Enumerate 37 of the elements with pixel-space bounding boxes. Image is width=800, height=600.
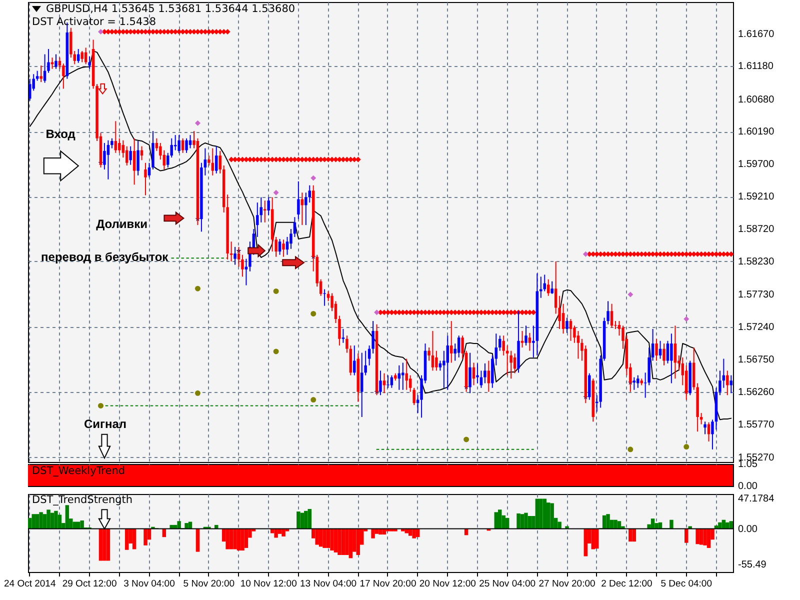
annotation: Доливки [96,217,148,232]
x-tick-label: 2 Dec 12:00 [601,578,652,590]
chart-title: GBPUSD,H4 1.53645 1.53681 1.53644 1.53680 [45,3,296,15]
x-tick-label: 5 Nov 20:00 [183,578,235,590]
x-tick-label: 24 Oct 2014 [4,578,56,590]
x-tick-label: 13 Nov 04:00 [300,578,357,590]
x-tick-label: 20 Nov 12:00 [419,578,476,590]
x-tick-label: 10 Nov 12:00 [240,578,297,590]
y-tick-label: 47.1784 [738,494,775,505]
x-tick-label: 5 Dec 04:00 [660,578,712,590]
y-tick-label: -55.49 [738,559,767,570]
y-tick-label: 1.57730 [738,290,775,301]
y-tick-label: 1.61670 [738,28,775,40]
y-tick-label: 0.00 [738,481,758,492]
annotation: Сигнал [84,417,127,432]
y-tick-label: 0.00 [738,524,758,535]
chart-title: DST_TrendStrength [32,494,133,506]
y-tick-label: 1.56260 [738,386,775,398]
x-tick-label: 29 Oct 12:00 [62,578,117,590]
chart-title: DST_WeeklyTrend [32,465,126,477]
text: DST Activator = 1.5438 [32,16,156,28]
x-tick-label: 25 Nov 04:00 [479,578,536,590]
y-tick-label: 1.60190 [738,126,775,138]
y-tick-label: 1.56750 [738,354,775,366]
y-tick-label: 1.59700 [738,159,775,170]
y-tick-label: 1.59210 [738,192,775,203]
y-tick-label: 1.55770 [738,419,775,430]
annotation: перевод в безубыток [41,250,168,265]
x-tick-label: 27 Nov 20:00 [538,578,596,590]
y-tick-label: 1.58720 [738,224,775,236]
y-tick-label: 1.58230 [738,256,775,268]
y-tick-label: 1.61180 [738,61,774,72]
x-tick-label: 3 Nov 04:00 [124,578,175,590]
annotation: Вход [46,127,76,142]
y-tick-label: 1.57240 [738,322,775,333]
y-tick-label: 1.60680 [738,94,775,106]
x-tick-label: 17 Nov 20:00 [360,578,416,590]
